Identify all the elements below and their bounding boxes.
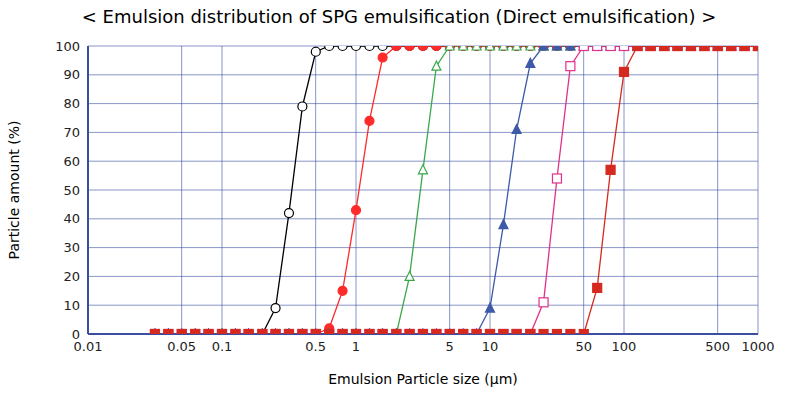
html-text:< Emulsion distribution of SPG: < Emulsion distribution of SPG emulsific…	[81, 6, 717, 27]
svg-text:1000: 1000	[741, 339, 774, 354]
svg-text:Emulsion Particle size (μm): Emulsion Particle size (μm)	[328, 371, 518, 387]
svg-text:50: 50	[575, 339, 592, 354]
svg-text:0.05: 0.05	[167, 339, 196, 354]
svg-text:0.5: 0.5	[305, 339, 326, 354]
svg-text:500: 500	[705, 339, 730, 354]
svg-text:100: 100	[55, 39, 80, 54]
svg-text:Particle amount (%): Particle amount (%)	[8, 121, 22, 260]
svg-text:0.1: 0.1	[212, 339, 233, 354]
svg-text:20: 20	[63, 269, 80, 284]
svg-text:50: 50	[63, 183, 80, 198]
svg-text:70: 70	[63, 125, 80, 140]
svg-text:10: 10	[482, 339, 499, 354]
svg-text:100: 100	[612, 339, 637, 354]
svg-text:60: 60	[63, 154, 80, 169]
svg-text:5: 5	[446, 339, 454, 354]
svg-text:90: 90	[63, 67, 80, 82]
svg-text:80: 80	[63, 96, 80, 111]
svg-text:1: 1	[352, 339, 360, 354]
svg-text:30: 30	[63, 240, 80, 255]
svg-text:0: 0	[72, 327, 80, 342]
svg-text:40: 40	[63, 211, 80, 226]
svg-text:0.01: 0.01	[73, 339, 103, 355]
svg-text:10: 10	[63, 298, 80, 313]
